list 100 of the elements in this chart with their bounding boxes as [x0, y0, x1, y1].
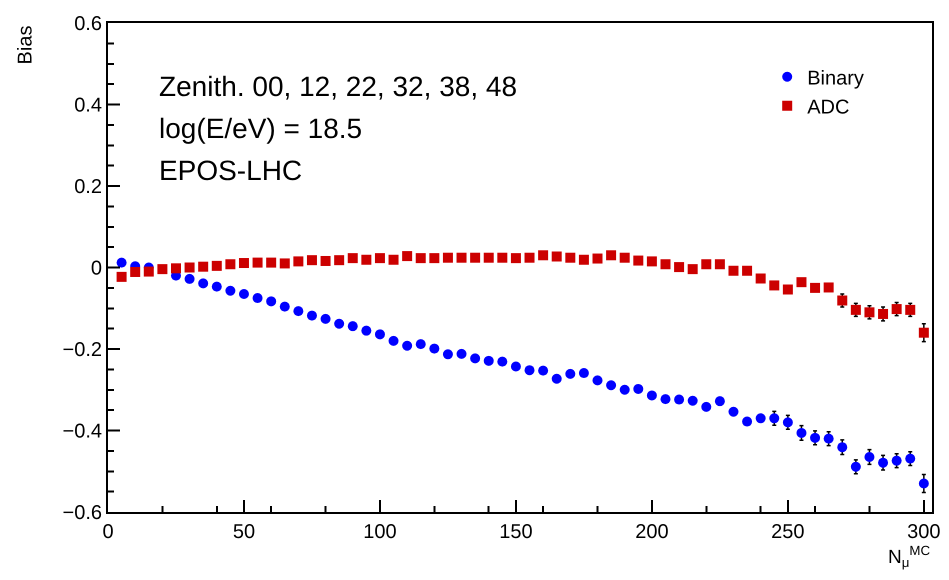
point: [565, 252, 576, 263]
point: [674, 262, 684, 272]
point: [157, 264, 168, 274]
point: [728, 406, 738, 417]
point: [701, 402, 712, 412]
point: [320, 314, 331, 324]
point: [864, 307, 874, 318]
point: [892, 456, 902, 466]
y-tick-label: −0.4: [62, 420, 102, 442]
point: [850, 304, 861, 315]
point: [620, 252, 630, 263]
annotation: log(E/eV) = 18.5: [159, 113, 362, 144]
point: [484, 356, 494, 366]
point: [348, 253, 358, 264]
point: [442, 349, 453, 360]
point: [837, 442, 848, 452]
point: [592, 254, 602, 264]
point: [266, 296, 276, 306]
point: [660, 394, 670, 404]
point: [402, 340, 412, 351]
point: [116, 258, 127, 268]
point: [266, 258, 276, 268]
annotation: Zenith. 00, 12, 22, 32, 38, 48: [159, 71, 518, 102]
point: [824, 434, 834, 444]
point: [252, 258, 263, 268]
point: [633, 256, 644, 266]
point: [538, 366, 548, 376]
point: [918, 478, 929, 488]
point: [552, 374, 562, 384]
point: [442, 252, 453, 263]
point: [510, 253, 521, 264]
y-axis-title: Bias: [14, 26, 36, 64]
point: [334, 318, 344, 329]
point: [524, 365, 535, 376]
point: [892, 304, 902, 314]
point: [756, 413, 766, 424]
point: [484, 252, 494, 263]
point: [334, 255, 344, 266]
x-tick-label: 250: [771, 521, 805, 543]
point: [429, 253, 440, 264]
point: [701, 259, 712, 270]
point: [714, 259, 725, 270]
point: [592, 375, 602, 386]
point: [416, 339, 426, 350]
y-tick-label: −0.6: [62, 502, 102, 524]
y-tick-label: −0.2: [62, 339, 102, 361]
point: [905, 454, 916, 464]
point: [170, 263, 181, 274]
annotation: EPOS-LHC: [159, 155, 302, 186]
point: [130, 266, 140, 277]
point: [361, 326, 372, 336]
point: [470, 252, 480, 263]
y-tick-label: 0: [90, 258, 102, 280]
point: [306, 310, 317, 321]
point: [769, 413, 780, 424]
point: [116, 272, 127, 282]
point: [565, 368, 576, 379]
point: [646, 390, 657, 400]
point: [756, 274, 766, 284]
point: [293, 256, 304, 266]
point: [184, 262, 195, 272]
point: [878, 308, 888, 319]
x-tick-label: 200: [635, 521, 669, 543]
x-tick-label: 300: [907, 521, 941, 543]
point: [688, 396, 698, 406]
point: [918, 328, 929, 338]
point: [728, 266, 738, 276]
point: [782, 284, 793, 295]
point: [850, 462, 861, 472]
point: [374, 253, 385, 264]
point: [429, 344, 440, 354]
point: [320, 256, 331, 266]
point: [497, 356, 508, 367]
legend-label: ADC: [807, 96, 850, 119]
point: [824, 282, 834, 292]
point: [660, 259, 670, 270]
point: [238, 288, 249, 299]
point: [510, 362, 521, 372]
point: [374, 329, 385, 340]
point: [782, 417, 793, 428]
point: [456, 348, 467, 359]
point: [306, 255, 317, 266]
point: [144, 266, 154, 277]
point: [674, 394, 684, 405]
point: [238, 258, 249, 268]
point: [578, 254, 589, 265]
legend-label: Binary: [807, 68, 864, 90]
x-tick-label: 100: [363, 521, 397, 543]
point: [620, 384, 630, 395]
point: [225, 286, 236, 296]
point: [470, 353, 480, 364]
point: [388, 254, 399, 265]
point: [714, 396, 725, 406]
point: [606, 250, 616, 260]
point: [184, 274, 195, 284]
point: [578, 368, 589, 378]
x-tick-label: 150: [499, 521, 533, 543]
point: [810, 282, 820, 293]
point: [198, 262, 208, 272]
point: [348, 321, 358, 332]
